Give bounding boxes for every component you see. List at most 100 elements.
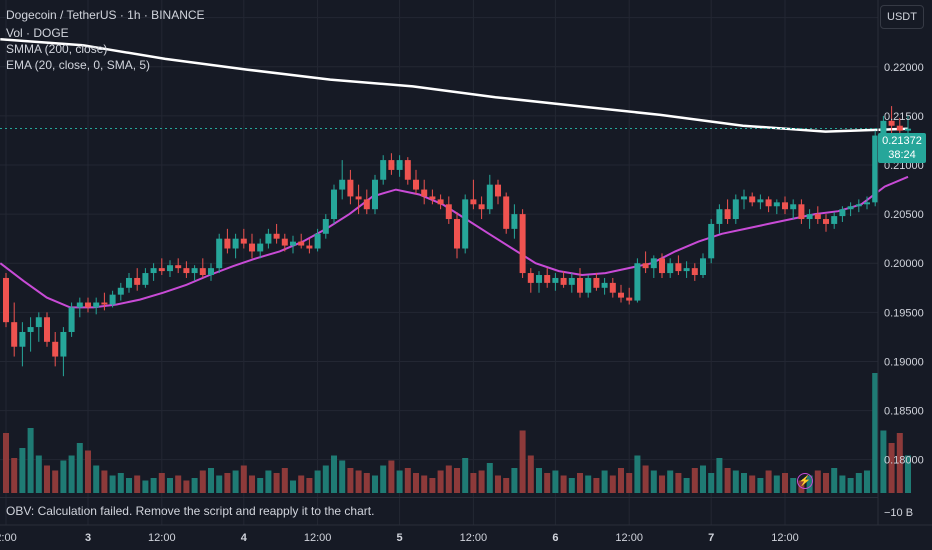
lightning-icon[interactable]: ⚡ xyxy=(797,473,813,489)
volume-bar xyxy=(560,475,567,493)
candle-body xyxy=(363,199,370,210)
candle-body xyxy=(495,184,501,197)
candle-body xyxy=(232,238,239,249)
volume-bar xyxy=(199,470,206,493)
volume-bar xyxy=(577,473,583,493)
volume-bar xyxy=(191,478,198,493)
candlesticks xyxy=(3,106,911,377)
volume-bar xyxy=(823,473,829,493)
candle-body xyxy=(68,307,75,332)
candle-body xyxy=(101,302,108,305)
candle-body xyxy=(413,179,419,190)
volume-bar xyxy=(880,430,887,493)
volume-bar xyxy=(158,473,165,493)
time-tick-label: 7 xyxy=(708,532,714,544)
volume-bar xyxy=(388,460,395,493)
volume-bar xyxy=(134,475,141,493)
volume-bar xyxy=(224,473,231,493)
volume-bar xyxy=(27,428,34,493)
candle-body xyxy=(388,160,395,170)
volume-bar xyxy=(839,475,846,493)
candle-body xyxy=(560,277,567,285)
volume-bar xyxy=(372,475,378,493)
candle-body xyxy=(511,214,518,229)
volume-bar xyxy=(855,473,862,493)
volume-bar xyxy=(601,470,608,493)
volume-bar xyxy=(60,460,67,493)
time-tick-label: 3 xyxy=(85,532,91,544)
price-tick-label: 0.21500 xyxy=(884,111,924,123)
candle-body xyxy=(175,265,182,269)
bar-countdown: 38:24 xyxy=(888,149,916,161)
volume-bar xyxy=(683,478,690,493)
candle-body xyxy=(454,219,460,249)
volume-bar xyxy=(527,455,534,493)
volume-legend[interactable]: Vol · DOGE xyxy=(6,26,69,40)
candle-body xyxy=(609,282,616,293)
price-tick-label: 0.20500 xyxy=(884,209,924,221)
candle-body xyxy=(527,273,534,283)
smma-path xyxy=(0,38,909,133)
candle-body xyxy=(814,214,821,220)
volume-bar xyxy=(421,475,428,493)
candle-body xyxy=(773,202,780,207)
candle-body xyxy=(281,238,288,246)
candle-body xyxy=(831,216,838,224)
symbol-title[interactable]: Dogecoin / TetherUS · 1h · BINANCE xyxy=(6,8,205,22)
time-tick-label: 12:00 xyxy=(771,532,799,544)
candle-body xyxy=(437,199,444,205)
volume-bar xyxy=(150,478,157,493)
candle-body xyxy=(322,219,329,234)
volume-bar xyxy=(339,460,346,493)
candle-body xyxy=(667,263,674,274)
volume-bar xyxy=(281,468,288,493)
time-tick-label: 12:00 xyxy=(148,532,176,544)
candle-body xyxy=(872,135,879,203)
currency-button[interactable]: USDT xyxy=(880,5,924,29)
candle-body xyxy=(224,238,231,249)
volume-bar xyxy=(183,480,190,493)
volume-bar xyxy=(322,465,329,493)
volume-bar xyxy=(749,475,756,493)
volume-bar xyxy=(232,470,239,493)
candle-body xyxy=(117,287,124,295)
volume-bar xyxy=(347,468,354,493)
volume-bar xyxy=(85,450,91,493)
candle-body xyxy=(52,341,59,357)
candle-body xyxy=(847,206,854,210)
candle-body xyxy=(470,199,477,205)
candle-body xyxy=(158,268,165,272)
volume-bar xyxy=(724,468,731,493)
candle-body xyxy=(798,204,805,220)
volume-bar xyxy=(445,465,452,493)
candle-body xyxy=(519,214,526,274)
last-price-value: 0.21372 xyxy=(882,135,922,147)
candle-body xyxy=(126,277,132,288)
candle-body xyxy=(339,179,346,190)
smma-legend[interactable]: SMMA (200, close) xyxy=(6,42,108,56)
candle-body xyxy=(462,199,469,249)
volume-bar xyxy=(363,473,370,493)
volume-bar xyxy=(667,470,674,493)
volume-bar xyxy=(708,473,715,493)
volume-bar xyxy=(650,470,657,493)
volume-bar xyxy=(437,470,444,493)
candle-body xyxy=(183,268,190,274)
candle-body xyxy=(314,233,321,249)
volume-bar xyxy=(11,458,18,493)
volume-bar xyxy=(486,463,493,493)
candle-body xyxy=(757,199,764,203)
volume-bar xyxy=(765,470,772,493)
time-axis[interactable]: 2:00 3 12:00 4 12:00 5 12:00 6 12:00 7 12:00 xyxy=(0,532,799,544)
ema-legend[interactable]: EMA (20, close, 0, SMA, 5) xyxy=(6,58,151,72)
candle-body xyxy=(683,268,690,272)
price-tick-label: 0.21000 xyxy=(884,160,924,172)
candle-body xyxy=(839,209,846,217)
candle-body xyxy=(782,202,788,210)
candle-body xyxy=(618,292,624,298)
volume-bar xyxy=(896,433,903,493)
candle-body xyxy=(27,327,34,332)
volume-bar xyxy=(68,455,75,493)
volume-bar xyxy=(782,473,788,493)
